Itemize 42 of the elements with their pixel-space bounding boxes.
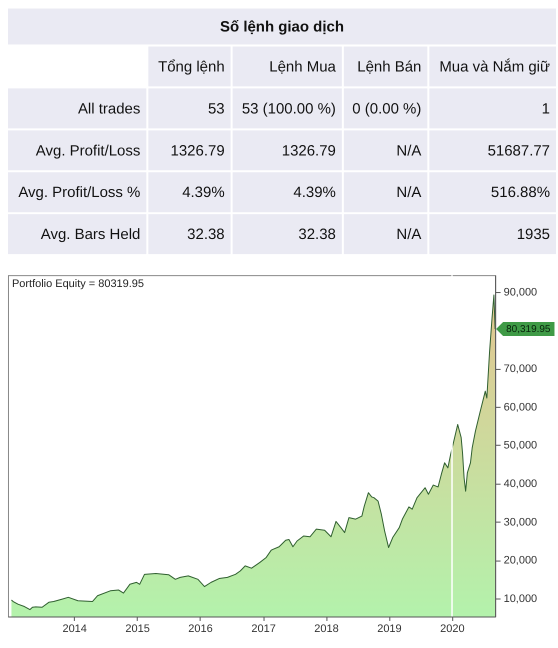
text: 4.39% [182, 184, 225, 202]
y-tick-label: 50,000 [504, 440, 538, 452]
x-tick-label: 2017 [251, 622, 276, 635]
text: N/A [396, 184, 422, 202]
chart-title: Portfolio Equity = 80319.95 [12, 278, 144, 290]
category-label: Lệnh Mua [269, 58, 337, 76]
text: 1326.79 [282, 142, 336, 160]
text: N/A [396, 142, 422, 160]
y-tick-label: 20,000 [504, 554, 538, 567]
text: 516.88% [490, 184, 550, 202]
x-tick-label: 2018 [314, 622, 339, 635]
text: 32.38 [187, 226, 225, 244]
y-tick-label: 60,000 [504, 401, 538, 414]
text: 53 [208, 100, 225, 118]
text: 53 (100.00 %) [242, 100, 336, 118]
text: Số lệnh giao dịch [220, 18, 344, 36]
x-tick-label: 2014 [62, 622, 87, 635]
category-label: Avg. Profit/Loss % [18, 184, 140, 202]
text: 32.38 [298, 226, 336, 244]
category-label: Tổng lệnh [158, 58, 225, 76]
x-tick-label: 2020 [440, 622, 465, 635]
category-label: Mua và Nắm giữ [439, 58, 550, 76]
x-tick-label: 2016 [188, 622, 213, 635]
y-tick-label: 30,000 [504, 516, 538, 528]
annotation: 80,319.95 [506, 324, 551, 336]
text: 4.39% [293, 184, 336, 202]
y-tick-label: 40,000 [504, 478, 538, 490]
category-label: Lệnh Bán [357, 58, 422, 76]
text: N/A [396, 226, 422, 244]
text: 0 (0.00 %) [352, 100, 422, 118]
y-tick-label: 90,000 [504, 286, 538, 298]
text: 1 [542, 100, 550, 118]
text: 51687.77 [488, 142, 550, 160]
category-label: Avg. Profit/Loss [36, 142, 140, 160]
y-tick-label: 10,000 [504, 592, 538, 605]
category-label: All trades [78, 100, 140, 118]
category-label: Avg. Bars Held [40, 226, 140, 244]
text: 1935 [516, 226, 550, 244]
x-tick-label: 2019 [377, 622, 402, 635]
text: 1326.79 [170, 142, 225, 160]
x-tick-label: 2015 [125, 622, 150, 635]
y-tick-label: 70,000 [504, 363, 538, 376]
